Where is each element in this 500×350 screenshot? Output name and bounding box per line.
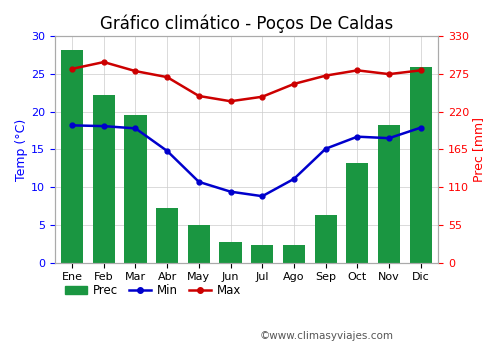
Bar	[188, 225, 210, 262]
Bar	[251, 245, 274, 262]
Bar	[92, 94, 115, 262]
Y-axis label: Prec [mm]: Prec [mm]	[472, 117, 485, 182]
Bar	[220, 242, 242, 262]
Bar	[61, 50, 83, 262]
Bar	[283, 245, 305, 262]
Text: ©www.climasyviajes.com: ©www.climasyviajes.com	[260, 331, 394, 341]
Bar	[346, 163, 368, 262]
Title: Gráfico climático - Poços De Caldas: Gráfico climático - Poços De Caldas	[100, 15, 393, 34]
Bar	[378, 126, 400, 262]
Bar	[124, 115, 146, 262]
Bar	[156, 208, 178, 262]
Y-axis label: Temp (°C): Temp (°C)	[15, 118, 28, 181]
Bar	[410, 67, 432, 262]
Legend: Prec, Min, Max: Prec, Min, Max	[60, 279, 246, 302]
Bar	[314, 215, 337, 262]
